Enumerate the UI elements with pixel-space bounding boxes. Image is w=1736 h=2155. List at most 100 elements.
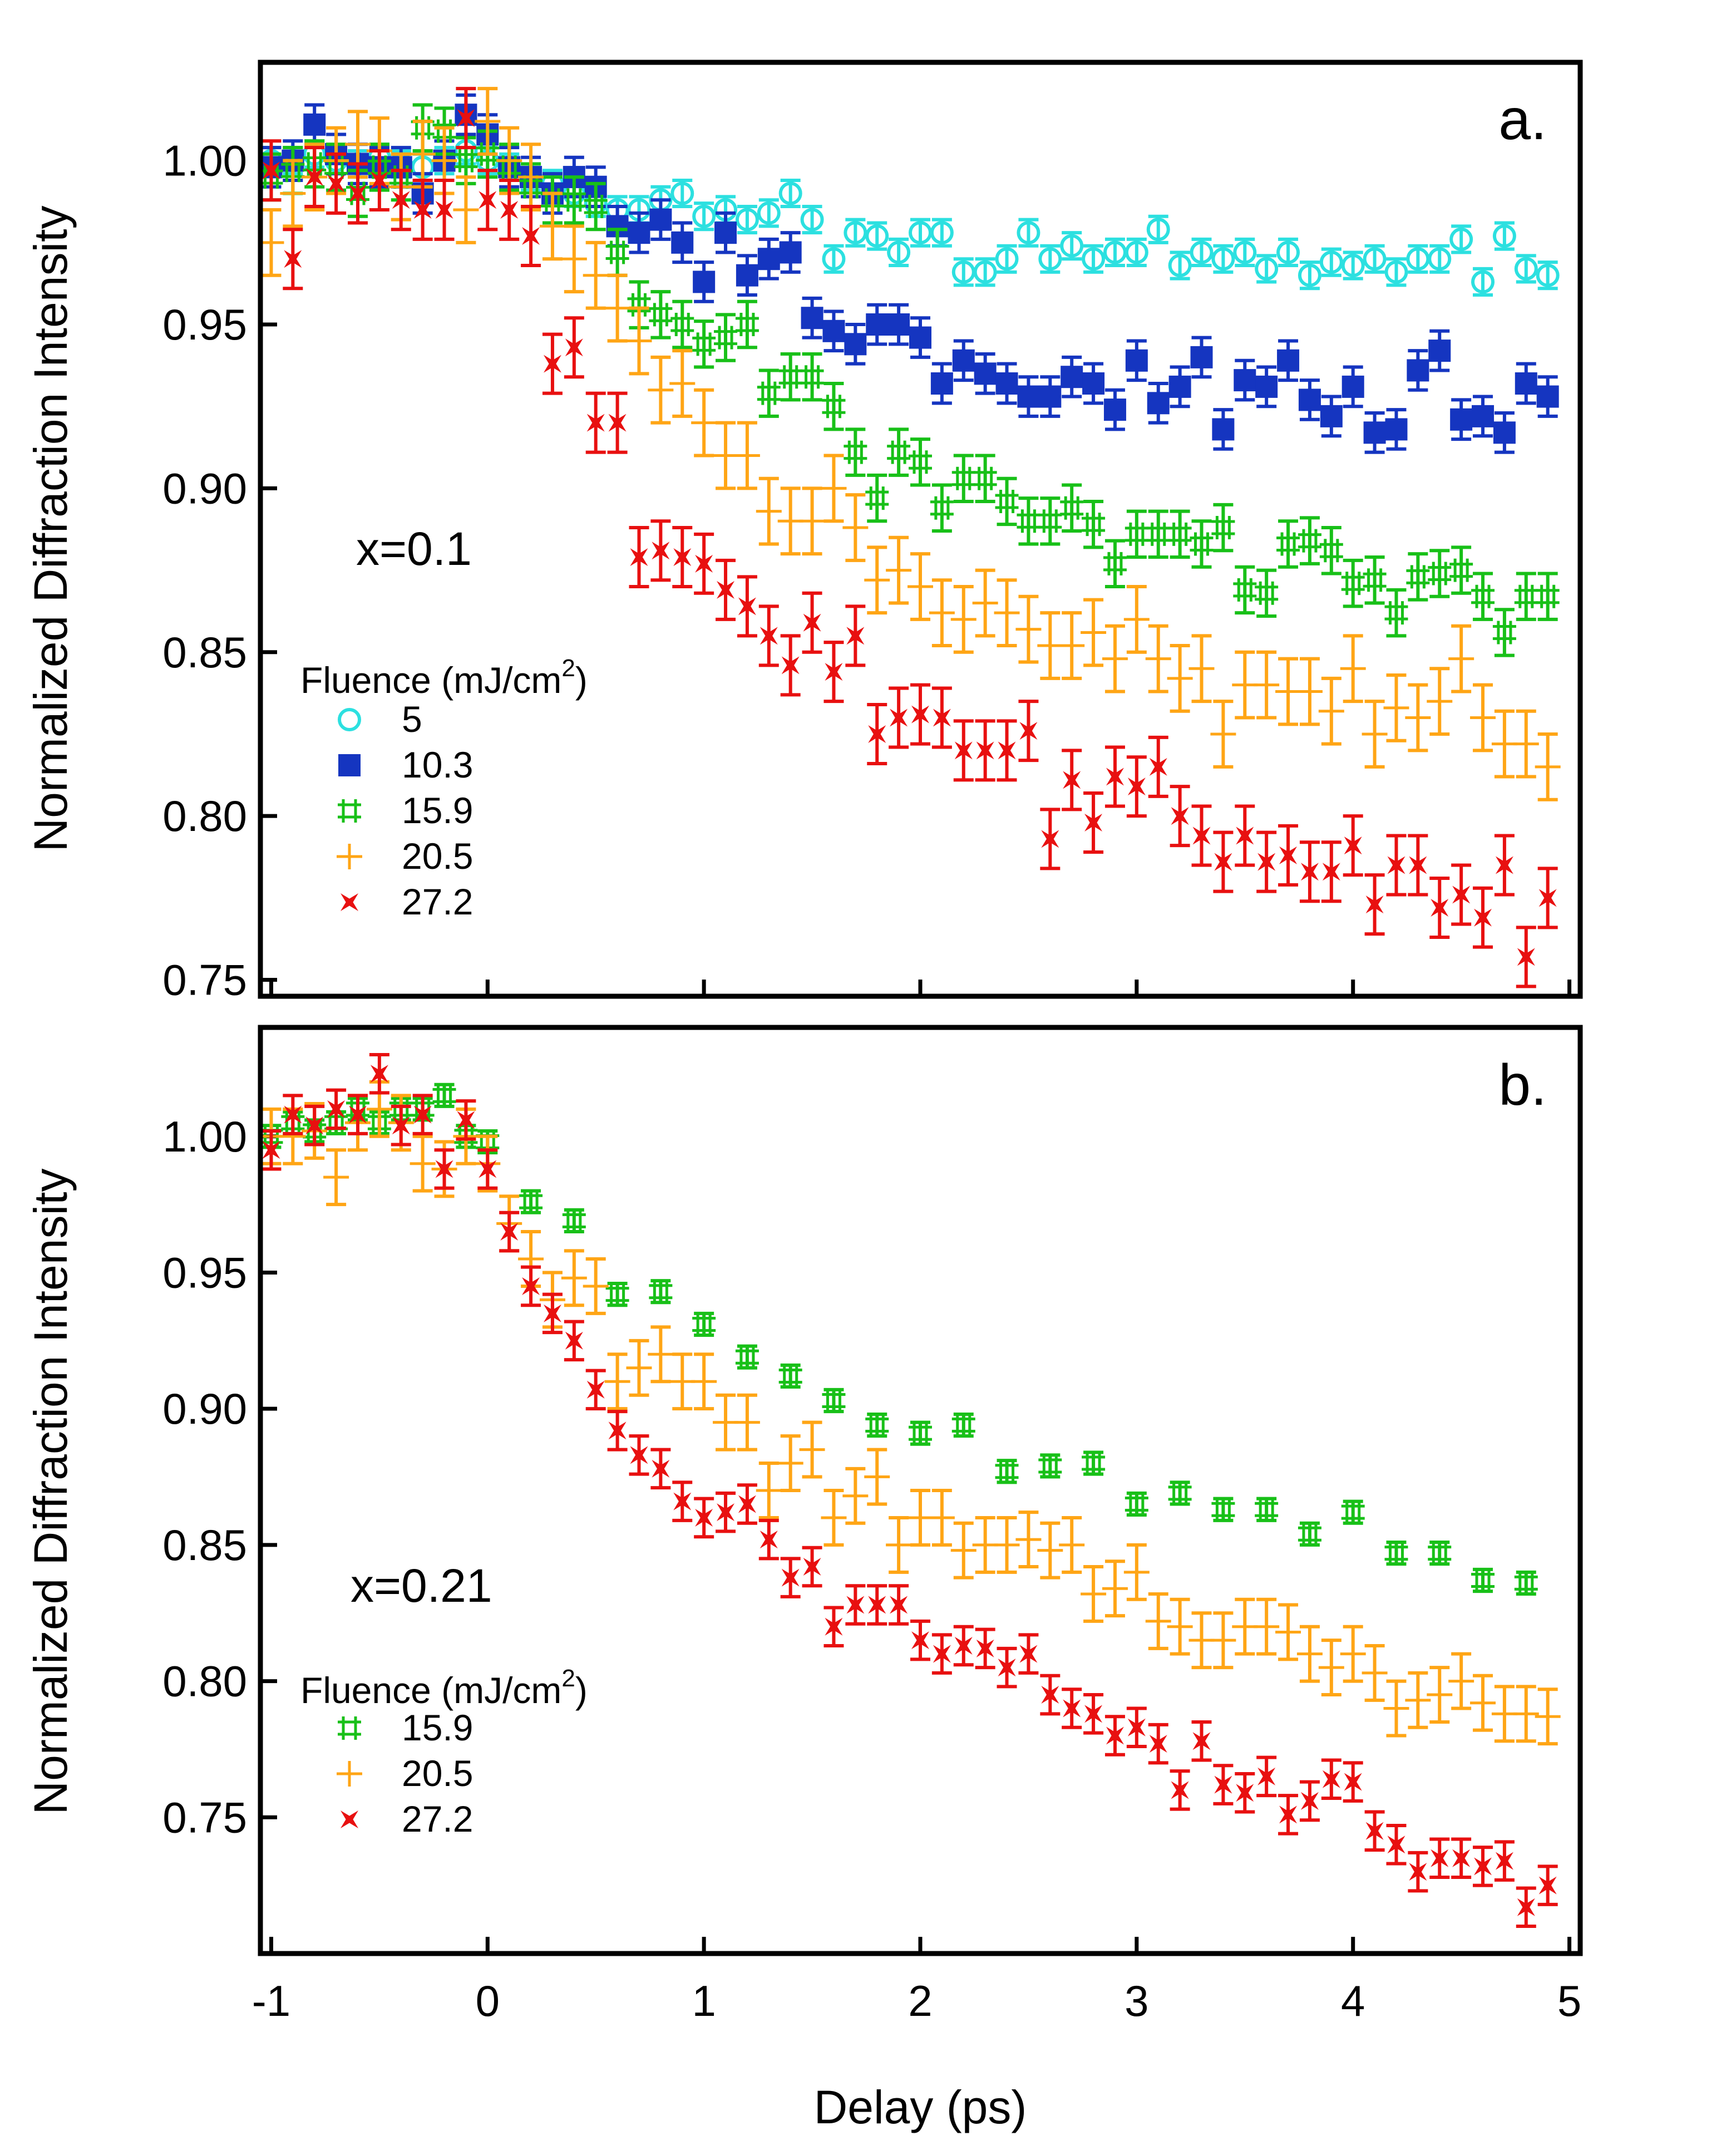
data-point bbox=[1516, 926, 1536, 988]
data-point bbox=[1513, 1685, 1539, 1743]
data-point bbox=[562, 175, 586, 225]
data-point bbox=[304, 146, 325, 209]
data-point bbox=[1340, 634, 1366, 703]
data-point bbox=[1038, 1453, 1062, 1479]
legend-item: 10.3 bbox=[338, 744, 473, 785]
data-point bbox=[1319, 526, 1343, 575]
data-point bbox=[1318, 1639, 1344, 1697]
data-point bbox=[410, 1134, 436, 1193]
data-point bbox=[648, 355, 674, 425]
data-point bbox=[542, 1292, 563, 1335]
data-point bbox=[887, 303, 910, 346]
data-point bbox=[521, 1265, 541, 1307]
data-point bbox=[1254, 1597, 1280, 1656]
data-point bbox=[1126, 755, 1147, 818]
data-point bbox=[561, 1249, 587, 1307]
data-point bbox=[1536, 375, 1559, 418]
data-point bbox=[1535, 732, 1561, 801]
data-point bbox=[716, 558, 736, 621]
panel-b-frame bbox=[258, 1025, 1583, 1956]
data-point bbox=[650, 1448, 671, 1490]
data-point bbox=[757, 368, 781, 418]
data-point bbox=[1082, 1450, 1106, 1476]
data-point bbox=[280, 159, 306, 228]
data-point bbox=[1451, 1837, 1472, 1879]
data-point bbox=[1212, 408, 1235, 451]
data-point bbox=[801, 296, 823, 340]
data-point bbox=[1341, 1499, 1365, 1525]
data-point bbox=[735, 299, 759, 350]
data-point bbox=[1256, 830, 1277, 893]
panel-a-points bbox=[260, 87, 1561, 988]
data-point bbox=[648, 1325, 674, 1384]
x-axis-label: Delay (ps) bbox=[814, 2081, 1027, 2133]
data-point bbox=[1363, 555, 1387, 605]
data-point bbox=[1190, 519, 1214, 569]
data-point bbox=[758, 1518, 779, 1561]
data-point bbox=[800, 352, 824, 402]
data-point bbox=[1148, 735, 1168, 798]
data-point bbox=[692, 319, 716, 369]
data-point bbox=[821, 454, 847, 523]
panel-a-annotation: x=0.1 bbox=[356, 523, 472, 575]
data-point bbox=[1146, 509, 1170, 559]
data-point bbox=[626, 1339, 652, 1397]
data-point bbox=[995, 1459, 1019, 1484]
panel-b-points bbox=[260, 1052, 1561, 1928]
data-point bbox=[1473, 886, 1493, 949]
data-point bbox=[995, 476, 1019, 527]
data-point bbox=[1537, 1864, 1558, 1906]
data-point bbox=[974, 352, 997, 395]
data-point bbox=[777, 1434, 803, 1492]
data-point bbox=[1125, 509, 1148, 559]
data-point bbox=[737, 1483, 757, 1525]
data-point bbox=[1188, 634, 1215, 703]
data-point bbox=[1191, 804, 1212, 867]
data-point bbox=[1514, 572, 1538, 621]
data-point bbox=[802, 1546, 822, 1588]
data-point bbox=[1235, 804, 1255, 867]
data-point bbox=[995, 244, 1019, 274]
data-point bbox=[1104, 745, 1125, 808]
data-point bbox=[822, 244, 846, 274]
data-point bbox=[1232, 650, 1258, 720]
data-point bbox=[1536, 260, 1560, 291]
data-point bbox=[691, 388, 717, 457]
data-point bbox=[1147, 381, 1170, 425]
data-point bbox=[1125, 1491, 1148, 1517]
y-tick-label: 0.95 bbox=[162, 300, 247, 349]
data-point bbox=[951, 454, 975, 503]
legend-label: 5 bbox=[402, 698, 422, 740]
data-point bbox=[1516, 1886, 1536, 1928]
data-point bbox=[1429, 877, 1450, 939]
data-point bbox=[867, 1584, 887, 1626]
data-point bbox=[432, 1083, 456, 1108]
data-point bbox=[1428, 244, 1452, 274]
panel-b-annotation: x=0.21 bbox=[351, 1559, 492, 1612]
data-point bbox=[1427, 1666, 1453, 1724]
data-point bbox=[930, 483, 954, 533]
data-point bbox=[1255, 568, 1279, 618]
data-point bbox=[887, 427, 911, 477]
data-point bbox=[583, 1257, 609, 1315]
data-point bbox=[844, 323, 867, 366]
data-point bbox=[1146, 214, 1170, 244]
panel-a-ylabel: Normalized Diffraction Intensity bbox=[24, 206, 77, 852]
data-point bbox=[713, 421, 739, 490]
data-point bbox=[477, 169, 498, 232]
data-point bbox=[347, 1094, 368, 1135]
data-point bbox=[1059, 1516, 1085, 1574]
data-point bbox=[1125, 339, 1148, 382]
data-point bbox=[303, 103, 326, 146]
data-point bbox=[1167, 1597, 1193, 1656]
data-point bbox=[1448, 1652, 1474, 1710]
data-point bbox=[886, 1516, 912, 1574]
data-point bbox=[865, 1412, 889, 1438]
data-point bbox=[975, 719, 995, 782]
data-point bbox=[1427, 667, 1453, 736]
data-point bbox=[799, 1420, 825, 1479]
data-point bbox=[1038, 244, 1062, 274]
legend-item: 15.9 bbox=[338, 790, 473, 831]
data-point bbox=[1060, 483, 1084, 533]
data-point bbox=[1514, 254, 1538, 284]
